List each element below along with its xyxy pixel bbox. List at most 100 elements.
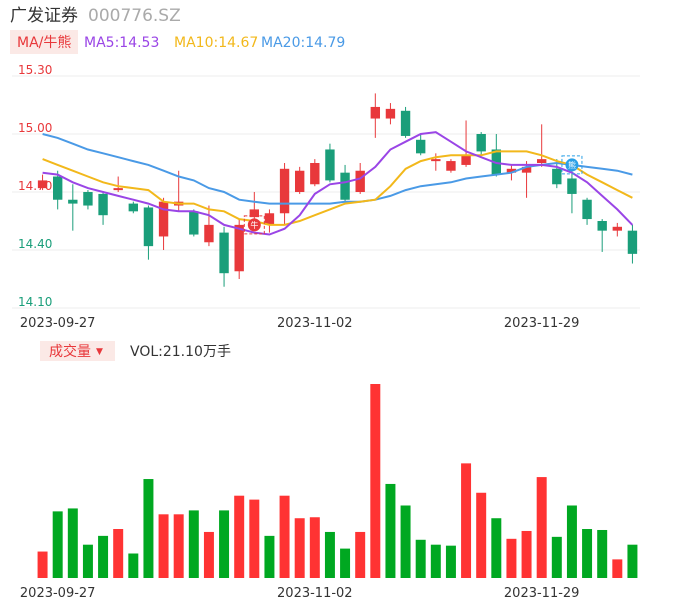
date-tick-label: 2023-11-02	[277, 316, 353, 331]
candle-body	[264, 213, 275, 225]
volume-label[interactable]: 成交量	[49, 343, 91, 360]
date-tick-label: 2023-11-29	[504, 586, 580, 601]
candle-body	[415, 139, 426, 154]
date-tick-label: 2023-09-27	[20, 316, 96, 331]
bear-marker-dot	[565, 158, 579, 172]
candle-body	[476, 134, 486, 152]
candle-body	[552, 168, 562, 185]
volume-bar	[627, 544, 638, 578]
price-tick-label: 15.00	[18, 121, 52, 135]
candle-body	[506, 168, 517, 173]
candle-body	[536, 159, 547, 163]
volume-bar	[612, 559, 623, 578]
candle-body	[158, 201, 169, 237]
bull-marker-dot	[247, 218, 261, 232]
volume-bar	[264, 535, 275, 578]
volume-bar	[173, 514, 184, 578]
ma-label[interactable]: MA/牛熊	[17, 35, 71, 51]
candle-body	[340, 172, 350, 200]
candle-body	[52, 176, 63, 200]
volume-bar	[219, 510, 230, 578]
bull-marker-text: 牛	[250, 220, 258, 230]
volume-bar	[324, 531, 335, 578]
bear-marker-text: 熊	[568, 160, 576, 170]
date-tick-label: 2023-09-27	[20, 586, 96, 601]
volume-bar	[536, 477, 547, 578]
candle-body	[234, 224, 244, 272]
candle-body	[446, 161, 456, 171]
volume-bar	[551, 536, 562, 578]
volume-bar	[385, 483, 396, 578]
volume-bar	[52, 511, 63, 578]
stock-name: 广发证券	[10, 6, 78, 26]
volume-dropdown-icon[interactable]: ▼	[96, 347, 103, 357]
ma5-legend: MA5:14.53	[84, 35, 159, 51]
ma-label-bg[interactable]	[10, 30, 78, 54]
candle-body	[325, 149, 335, 181]
ma20-legend: MA20:14.79	[261, 35, 345, 51]
volume-bar	[234, 495, 245, 578]
candlestick-series	[37, 93, 638, 287]
candle-body	[627, 230, 638, 254]
volume-bar	[415, 539, 426, 578]
volume-bar	[461, 463, 472, 578]
candle-body	[83, 192, 93, 206]
candle-body	[431, 159, 441, 162]
ma10-legend: MA10:14.67	[174, 35, 258, 51]
bull-marker: 牛	[243, 215, 265, 235]
volume-bar	[249, 499, 260, 578]
candle-body	[294, 170, 305, 192]
volume-bar	[400, 505, 411, 578]
candle-body	[612, 226, 623, 231]
candle-body	[189, 211, 199, 235]
candle-body	[143, 207, 154, 247]
bull-marker-frame	[243, 215, 265, 235]
volume-bar	[521, 530, 532, 578]
candle-body	[370, 106, 381, 119]
ma5-line	[42, 131, 634, 236]
volume-bar	[158, 514, 169, 578]
bear-marker-frame	[561, 155, 583, 175]
volume-value: VOL:21.10万手	[130, 344, 231, 360]
price-tick-label: 14.40	[18, 237, 52, 251]
volume-bar	[188, 510, 199, 578]
candle-body	[567, 178, 577, 194]
volume-bar	[37, 551, 48, 578]
date-tick-label: 2023-11-29	[504, 316, 580, 331]
volume-bar	[566, 505, 577, 578]
volume-bar	[597, 529, 608, 578]
volume-date-axis: 2023-09-27 2023-11-02 2023-11-29	[20, 586, 580, 601]
volume-bar	[582, 529, 593, 578]
ma10-line	[42, 150, 633, 226]
volume-bar	[491, 518, 502, 578]
candle-body	[219, 232, 229, 274]
price-date-axis: 2023-09-27 2023-11-02 2023-11-29	[20, 316, 580, 331]
candle-body	[400, 110, 411, 136]
candle-body	[385, 108, 396, 119]
price-tick-label: 15.30	[18, 63, 52, 77]
candle-body	[597, 221, 607, 231]
candle-body	[582, 199, 592, 220]
candle-body	[68, 199, 78, 204]
candle-body	[37, 180, 48, 189]
volume-label-bg[interactable]	[40, 341, 115, 361]
volume-bar	[340, 548, 351, 578]
date-tick-label: 2023-11-02	[277, 586, 353, 601]
volume-bar	[370, 384, 381, 578]
volume-bar	[476, 492, 487, 578]
volume-bar	[309, 517, 320, 578]
candle-body	[310, 163, 320, 185]
bear-marker: 熊	[561, 155, 583, 175]
price-grid	[12, 75, 640, 309]
candle-body	[355, 170, 365, 192]
price-tick-label: 14.10	[18, 295, 52, 309]
stock-code: 000776.SZ	[88, 6, 181, 26]
candle-body	[249, 209, 260, 218]
volume-series	[37, 384, 638, 578]
candle-body	[279, 168, 290, 214]
volume-bar	[203, 531, 214, 578]
candle-body	[113, 188, 123, 191]
volume-bar	[143, 479, 154, 578]
